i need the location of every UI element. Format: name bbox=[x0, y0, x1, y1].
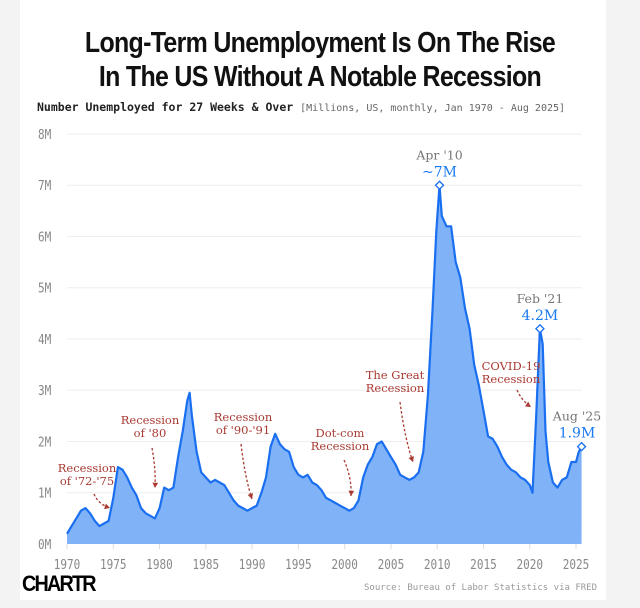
annotation-arrow bbox=[399, 401, 414, 463]
annotation-arrow bbox=[343, 459, 352, 497]
annotation-arrow bbox=[240, 443, 253, 500]
annotation-line2: of '90-'91 bbox=[216, 423, 270, 437]
y-tick-label: 3M bbox=[38, 383, 51, 398]
y-tick-label: 8M bbox=[38, 127, 51, 142]
series-line bbox=[66, 184, 583, 535]
x-tick-label: 2000 bbox=[331, 557, 358, 572]
arrow-head-icon bbox=[152, 482, 159, 488]
y-tick-label: 2M bbox=[38, 435, 51, 450]
chart-title-line1: Long-Term Unemployment Is On The Rise bbox=[84, 27, 556, 59]
peak-marker bbox=[576, 441, 587, 452]
arrow-head-icon bbox=[247, 493, 254, 499]
chart-title-line2: In The US Without A Notable Recession bbox=[98, 61, 542, 93]
x-tick-label: 1980 bbox=[146, 557, 173, 572]
annotation-line2: Recession bbox=[311, 439, 370, 453]
chart-subtitle: Number Unemployed for 27 Weeks & Over [M… bbox=[37, 100, 565, 114]
x-tick-label: 1990 bbox=[239, 557, 266, 572]
arrow-head-icon bbox=[525, 401, 531, 407]
x-tick-label: 2020 bbox=[516, 557, 543, 572]
annotation-arrow bbox=[151, 447, 156, 489]
arrow-head-icon bbox=[348, 490, 355, 496]
annotation-line1: Recession bbox=[58, 461, 117, 475]
y-tick-label: 6M bbox=[38, 230, 51, 245]
annotation-line2: of '72-'75 bbox=[60, 474, 114, 488]
y-tick-label: 0M bbox=[38, 537, 51, 552]
highlight-date: Apr '10 bbox=[415, 147, 462, 162]
x-tick-label: 2005 bbox=[378, 557, 405, 572]
subtitle-meta: [Millions, US, monthly, Jan 1970 - Aug 2… bbox=[300, 103, 566, 114]
peak-marker bbox=[535, 323, 545, 334]
area-fill bbox=[67, 185, 582, 545]
annotation-line1: Recession bbox=[214, 410, 273, 424]
y-tick-label: 7M bbox=[38, 178, 51, 193]
x-tick-label: 2025 bbox=[563, 557, 590, 572]
x-tick-label: 1995 bbox=[285, 557, 312, 572]
arrow-head-icon bbox=[408, 456, 414, 462]
annotation-line1: COVID-19 bbox=[482, 359, 541, 373]
x-tick-label: 2010 bbox=[424, 557, 451, 572]
y-tick-label: 1M bbox=[38, 486, 51, 501]
x-tick-label: 1975 bbox=[100, 557, 127, 572]
arrow-head-icon bbox=[104, 503, 110, 510]
source-note: Source: Bureau of Labor Statistics via F… bbox=[364, 583, 597, 593]
x-tick-label: 2015 bbox=[470, 557, 497, 572]
annotation-line2: Recession bbox=[482, 372, 541, 386]
chartr-logo: CHARTR bbox=[22, 571, 97, 596]
subtitle-main: Number Unemployed for 27 Weeks & Over bbox=[37, 100, 294, 114]
highlight-value: 1.9M bbox=[559, 426, 596, 442]
highlight-date: Feb '21 bbox=[517, 291, 564, 306]
highlight-value: 4.2M bbox=[522, 308, 559, 324]
highlight-date: Aug '25 bbox=[552, 409, 601, 424]
annotation-line1: Recession bbox=[121, 413, 180, 427]
x-tick-label: 1985 bbox=[193, 557, 220, 572]
y-tick-label: 5M bbox=[38, 281, 51, 296]
annotation-line1: The Great bbox=[366, 368, 425, 382]
x-tick-label: 1970 bbox=[54, 557, 81, 572]
y-tick-label: 4M bbox=[38, 332, 51, 347]
peak-marker bbox=[434, 180, 445, 191]
highlight-value: ~7M bbox=[422, 164, 457, 180]
annotation-line1: Dot-com bbox=[316, 426, 365, 440]
annotation-line2: of '80 bbox=[134, 426, 167, 440]
annotation-line2: Recession bbox=[366, 381, 425, 395]
